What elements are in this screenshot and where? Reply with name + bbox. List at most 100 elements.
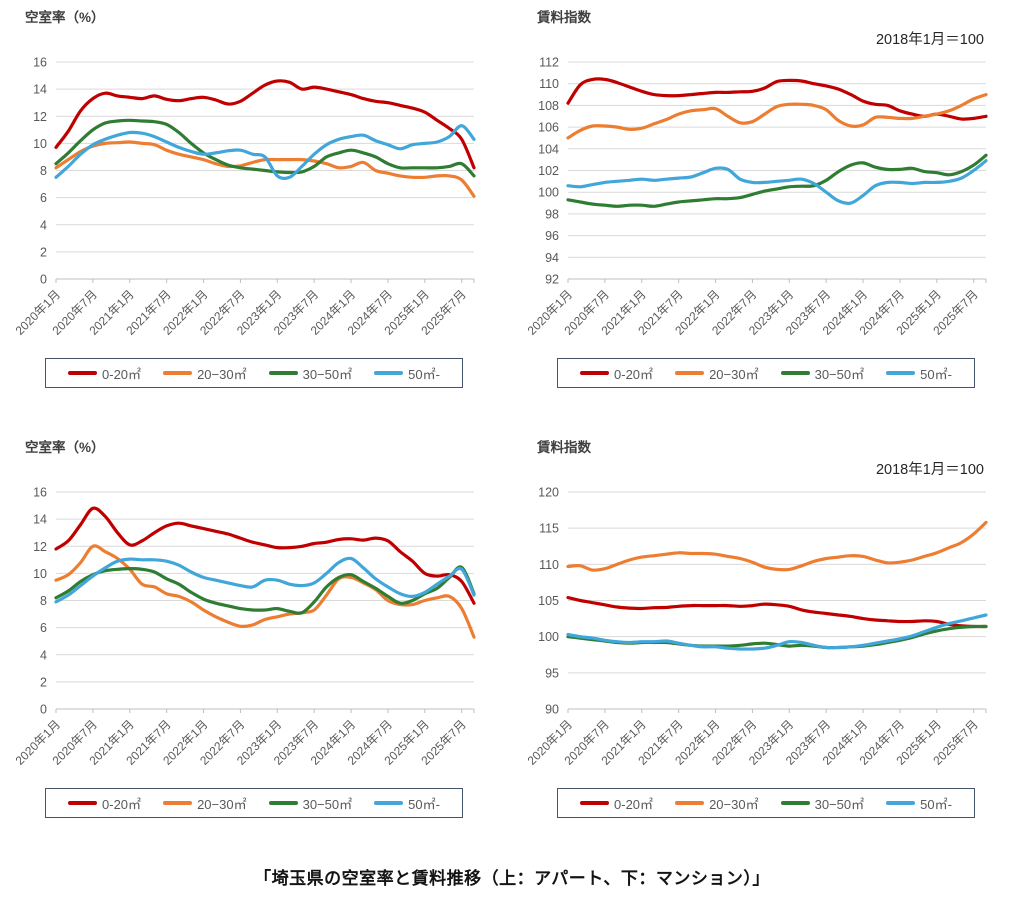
legend-item: 0-20㎡ — [68, 794, 141, 813]
series-line-30−50㎡ — [54, 565, 476, 615]
series-line-20−30㎡ — [566, 520, 988, 572]
legend-item: 20−30㎡ — [163, 794, 247, 813]
legend-item: 50㎡- — [886, 364, 952, 383]
legend-item: 20−30㎡ — [675, 794, 759, 813]
legend-swatch — [886, 371, 916, 375]
legend-label: 50㎡- — [920, 796, 952, 812]
y-tick-label: 14 — [33, 83, 47, 97]
y-tick-label: 12 — [33, 110, 47, 124]
y-tick-label: 16 — [33, 56, 47, 70]
y-tick-label: 96 — [545, 229, 559, 243]
legend-label: 50㎡- — [408, 366, 440, 382]
y-tick-label: 120 — [538, 486, 559, 500]
legend-label: 30−50㎡ — [814, 366, 865, 382]
y-tick-label: 110 — [539, 77, 559, 91]
legend-swatch — [675, 801, 705, 805]
legend: 0-20㎡ 20−30㎡ 30−50㎡ 50㎡- — [45, 788, 463, 818]
series-line-20−30㎡ — [54, 140, 476, 198]
y-tick-label: 112 — [539, 56, 559, 70]
y-tick-label: 6 — [40, 621, 47, 635]
legend-item: 20−30㎡ — [675, 364, 759, 383]
y-tick-label: 2 — [40, 245, 47, 259]
series-line-0-20㎡ — [566, 596, 988, 629]
legend-item: 50㎡- — [886, 794, 952, 813]
chart-mansion-vacancy: 空室率（%） 0 2 4 6 8 10 12 14 16 2020年1月 2020年7月 2021年1… — [0, 430, 512, 830]
legend-label: 30−50㎡ — [302, 366, 353, 382]
legend-item: 0-20㎡ — [68, 364, 141, 383]
legend-item: 0-20㎡ — [580, 794, 653, 813]
legend-swatch — [68, 801, 98, 805]
legend-swatch — [580, 371, 610, 375]
legend-item: 30−50㎡ — [268, 794, 353, 813]
y-tick-label: 0 — [40, 273, 47, 287]
y-tick-label: 90 — [545, 703, 559, 717]
chart-subtitle: 2018年1月＝100 — [875, 462, 984, 478]
legend: 0-20㎡ 20−30㎡ 30−50㎡ 50㎡- — [45, 358, 463, 388]
series-line-30−50㎡ — [566, 153, 988, 208]
y-tick-label: 95 — [545, 666, 559, 680]
series-line-50㎡- — [54, 124, 476, 181]
chart-mansion-rent-index: 賃料指数 2018年1月＝100 90 95 100 105 110 115 120 2020… — [512, 430, 1024, 830]
series-line-50㎡- — [566, 613, 988, 651]
series-line-30−50㎡ — [54, 118, 476, 178]
legend-item: 50㎡- — [374, 794, 440, 813]
y-tick-label: 100 — [538, 186, 559, 200]
legend-item: 50㎡- — [374, 364, 440, 383]
legend-label: 50㎡- — [408, 796, 440, 812]
apartment-rent-index-plot: 929496981001021041061081101122020年1月2020… — [525, 56, 988, 338]
legend-swatch — [780, 801, 810, 805]
series-line-0-20㎡ — [54, 79, 476, 170]
series-line-0-20㎡ — [566, 77, 988, 121]
legend-item: 20−30㎡ — [163, 364, 247, 383]
y-tick-label: 4 — [40, 648, 47, 662]
y-tick-label: 98 — [545, 207, 559, 221]
series-line-20−30㎡ — [54, 544, 476, 639]
legend-label: 0-20㎡ — [102, 796, 142, 812]
caption: 「埼玉県の空室率と賃料推移（上：アパート、下：マンション）」 — [254, 869, 770, 888]
y-tick-label: 16 — [33, 486, 47, 500]
legend-label: 50㎡- — [920, 366, 952, 382]
legend-swatch — [675, 371, 705, 375]
legend-swatch — [886, 801, 916, 805]
series-line-50㎡- — [566, 159, 988, 205]
y-tick-label: 104 — [538, 142, 559, 156]
legend-swatch — [68, 371, 98, 375]
legend-label: 20−30㎡ — [709, 796, 759, 812]
legend-item: 30−50㎡ — [780, 794, 865, 813]
legend-label: 30−50㎡ — [302, 796, 353, 812]
y-tick-label: 8 — [40, 164, 47, 178]
legend-swatch — [163, 371, 193, 375]
legend-swatch — [580, 801, 610, 805]
y-tick-label: 115 — [539, 522, 559, 536]
legend-label: 0-20㎡ — [614, 796, 654, 812]
legend-item: 30−50㎡ — [268, 364, 353, 383]
legend-label: 30−50㎡ — [814, 796, 865, 812]
y-tick-label: 92 — [545, 273, 559, 287]
series-line-0-20㎡ — [54, 506, 476, 605]
legend-label: 20−30㎡ — [709, 366, 759, 382]
mansion-vacancy-plot: 02468101214162020年1月2020年7月2021年1月2021年7… — [13, 486, 476, 768]
legend-item: 0-20㎡ — [580, 364, 653, 383]
legend-swatch — [163, 801, 193, 805]
y-tick-label: 110 — [539, 558, 559, 572]
series-line-20−30㎡ — [566, 93, 988, 140]
y-tick-label: 106 — [538, 121, 559, 135]
legend-label: 0-20㎡ — [102, 366, 142, 382]
legend-swatch — [268, 371, 298, 375]
chart-apartment-vacancy: 空室率（%） 0 2 4 6 8 10 12 14 16 2020年1月 2020年7月 2021年1… — [0, 0, 512, 400]
legend-swatch — [780, 371, 810, 375]
chart-apartment-rent-index: 賃料指数 2018年1月＝100 92 94 96 98 100 102 104 106 108… — [512, 0, 1024, 400]
legend-swatch — [374, 371, 404, 375]
legend-label: 0-20㎡ — [614, 366, 654, 382]
y-tick-label: 105 — [538, 594, 559, 608]
y-tick-label: 2 — [40, 675, 47, 689]
y-tick-label: 6 — [40, 191, 47, 205]
y-tick-label: 10 — [33, 137, 47, 151]
legend-swatch — [374, 801, 404, 805]
y-tick-label: 102 — [538, 164, 559, 178]
legend: 0-20㎡ 20−30㎡ 30−50㎡ 50㎡- — [557, 358, 975, 388]
apartment-vacancy-plot: 02468101214162020年1月2020年7月2021年1月2021年7… — [13, 56, 476, 338]
y-tick-label: 108 — [538, 99, 559, 113]
legend-label: 20−30㎡ — [197, 366, 247, 382]
